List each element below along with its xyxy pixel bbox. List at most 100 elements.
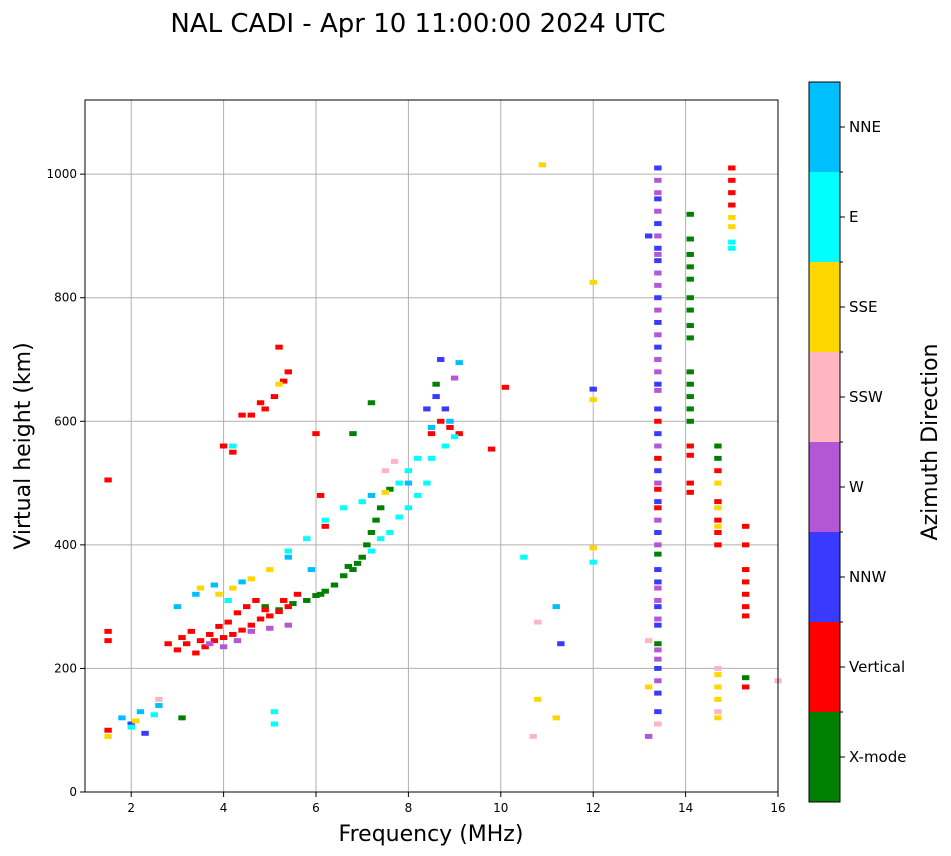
colorbar-segment (809, 262, 840, 352)
data-point (654, 369, 662, 375)
data-point (686, 236, 694, 242)
data-point (275, 381, 283, 387)
data-point (266, 625, 274, 631)
data-point (654, 307, 662, 313)
data-point (233, 638, 242, 644)
x-tick-label: 2 (127, 801, 135, 815)
data-point (686, 211, 694, 217)
data-point (316, 591, 325, 597)
data-point (219, 644, 228, 650)
data-point (104, 638, 112, 644)
data-point (686, 307, 694, 313)
y-tick-label: 600 (54, 414, 77, 428)
data-point (201, 644, 209, 650)
y-tick-label: 1000 (46, 167, 77, 181)
data-point (275, 344, 283, 350)
data-point (247, 412, 256, 418)
data-point (654, 517, 662, 523)
data-point (104, 628, 112, 634)
data-point (654, 387, 662, 393)
colorbar-segment (809, 82, 840, 172)
data-point (654, 604, 662, 610)
data-point (741, 604, 750, 610)
data-point (247, 576, 256, 582)
data-point (238, 627, 246, 633)
data-point (173, 604, 182, 610)
colorbar-tick-label: E (849, 208, 858, 226)
data-point (284, 548, 292, 554)
data-point (446, 424, 454, 430)
data-point (150, 712, 158, 718)
data-point (395, 480, 403, 486)
data-point (714, 480, 722, 486)
data-point (686, 406, 694, 412)
data-point (432, 394, 440, 400)
data-point (686, 323, 694, 328)
data-point (654, 295, 662, 301)
x-tick-label: 10 (493, 801, 508, 815)
data-point (386, 530, 394, 535)
series-sse (104, 162, 736, 739)
data-point (552, 604, 560, 610)
data-point (279, 597, 288, 603)
data-point (741, 542, 750, 548)
data-point (686, 418, 694, 424)
data-point (714, 709, 722, 715)
data-point (340, 573, 348, 579)
data-point (330, 582, 339, 588)
data-point (728, 239, 736, 245)
data-point (104, 477, 112, 483)
data-point (367, 548, 376, 554)
data-point (423, 406, 431, 412)
data-point (312, 431, 320, 437)
data-point (686, 251, 694, 257)
data-point (284, 622, 292, 628)
data-point (367, 530, 376, 535)
data-point (229, 585, 237, 591)
data-point (256, 400, 265, 406)
data-point (349, 431, 357, 437)
data-point (552, 715, 560, 721)
data-point (654, 251, 662, 257)
colorbar-tick-label: NNE (849, 118, 881, 136)
grid-lines (85, 100, 778, 793)
data-point (654, 406, 662, 412)
plot-frame (85, 100, 778, 792)
data-point (206, 631, 214, 637)
y-tick-label: 0 (69, 785, 77, 799)
data-point (381, 489, 389, 495)
colorbar-tick-label: Vertical (849, 658, 905, 676)
data-point (196, 638, 205, 644)
data-point (127, 724, 135, 730)
data-point (164, 641, 172, 647)
colorbar-segment (809, 622, 840, 712)
data-point (372, 517, 380, 523)
data-point (219, 635, 228, 641)
data-point (654, 468, 662, 474)
data-point (654, 282, 662, 288)
data-point (686, 264, 694, 270)
chart-title: NAL CADI - Apr 10 11:00:00 2024 UTC (170, 9, 665, 39)
y-axis-ticks: 0 200 400 600 800 1000 (46, 167, 85, 799)
data-point (238, 412, 246, 418)
colorbar: X-mode Vertical NNW W SSW SSE E NNE (808, 81, 906, 803)
data-point (446, 418, 454, 424)
data-point (192, 650, 200, 656)
data-point (529, 733, 537, 739)
data-point (413, 455, 422, 461)
data-point (728, 165, 736, 171)
data-point (686, 443, 694, 449)
data-point (229, 443, 237, 449)
data-point (589, 397, 597, 403)
data-point (714, 455, 722, 461)
data-point (256, 616, 265, 622)
data-point (728, 177, 736, 183)
data-point (714, 523, 722, 529)
data-point (534, 696, 542, 702)
data-point (741, 675, 750, 681)
x-axis-label: Frequency (MHz) (339, 822, 524, 847)
data-point (714, 499, 722, 505)
data-point (487, 446, 496, 452)
data-point (358, 554, 366, 560)
